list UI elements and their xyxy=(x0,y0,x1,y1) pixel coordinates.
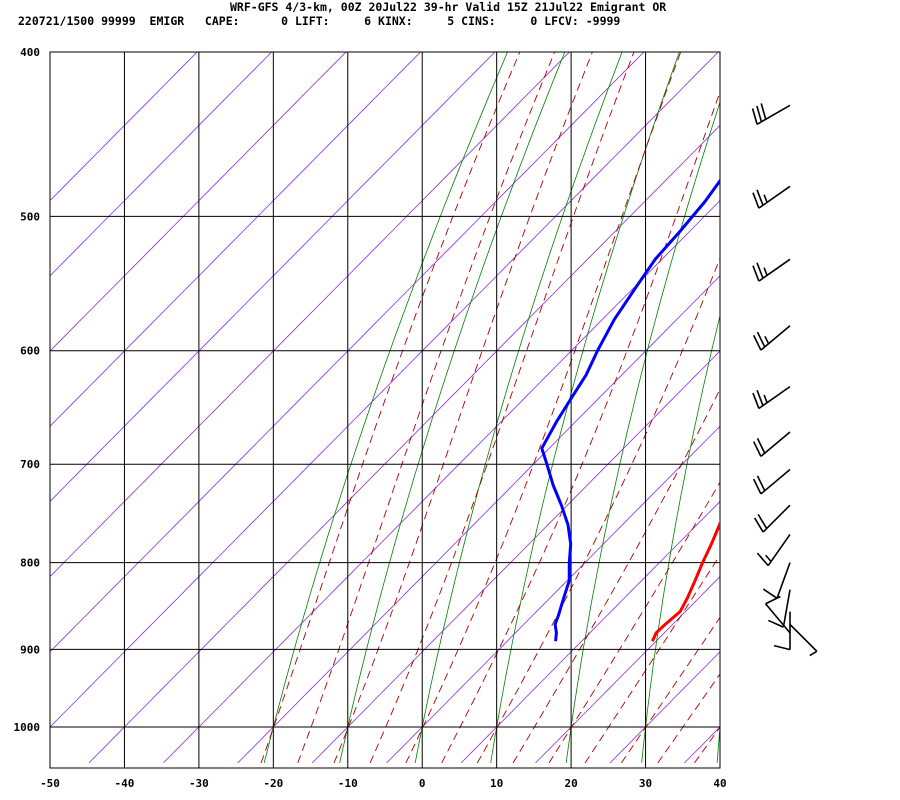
moist-adiabat-line xyxy=(621,616,720,764)
moist-adiabat-line xyxy=(405,52,682,764)
dry-adiabat-line xyxy=(414,52,623,763)
y-axis-ticks: 400 500 600 700 800 900 1000 xyxy=(14,46,41,734)
moist-adiabat-line xyxy=(512,388,720,764)
x-tick-label: -50 xyxy=(40,777,60,790)
isotherm-line xyxy=(50,52,645,653)
dry-adiabat-line xyxy=(565,100,720,763)
isotherm-line xyxy=(50,52,719,728)
wind-barb xyxy=(768,589,791,628)
x-tick-label: 10 xyxy=(490,777,503,790)
background-lines xyxy=(50,14,900,764)
y-tick-label: 400 xyxy=(20,46,40,59)
x-tick-label: -40 xyxy=(115,777,135,790)
isotherm-line xyxy=(50,52,422,427)
y-tick-label: 1000 xyxy=(14,721,41,734)
wind-barb xyxy=(773,611,791,651)
moist-adiabat-line xyxy=(657,673,720,764)
x-tick-label: 20 xyxy=(564,777,577,790)
dry-adiabat-line xyxy=(716,722,720,763)
wind-barb xyxy=(756,534,791,567)
isotherm-line xyxy=(759,14,900,763)
isotherm-line xyxy=(684,726,720,764)
wind-barb xyxy=(752,468,791,495)
dry-adiabat-line xyxy=(263,52,508,763)
x-tick-label: 40 xyxy=(713,777,726,790)
moist-adiabat-line xyxy=(548,481,720,764)
wind-barbs xyxy=(751,103,818,657)
moist-adiabat-line xyxy=(333,52,593,764)
dry-adiabat-line xyxy=(793,14,900,763)
moist-adiabat-line xyxy=(476,257,720,764)
x-tick-label: -30 xyxy=(189,777,209,790)
wind-barb xyxy=(753,504,791,533)
sounding-profiles xyxy=(540,178,720,642)
y-tick-label: 500 xyxy=(20,210,40,223)
moist-adiabat-line xyxy=(260,52,521,764)
x-axis-ticks: -50 -40 -30 -20 -10 0 10 20 30 40 xyxy=(40,777,727,790)
wind-barb xyxy=(752,258,791,282)
chart-title: WRF-GFS 4/3-km, 00Z 20Jul22 39-hr Valid … xyxy=(230,0,667,14)
station-index-line: 220721/1500 99999 EMIGR CAPE: 0 LIFT: 6 … xyxy=(18,14,621,28)
wind-barb xyxy=(789,623,818,657)
x-tick-label: -10 xyxy=(338,777,358,790)
y-tick-label: 600 xyxy=(20,345,40,358)
wind-barb xyxy=(764,595,791,634)
isotherm-line xyxy=(237,275,720,764)
x-tick-label: 0 xyxy=(419,777,426,790)
wind-barb xyxy=(752,185,791,209)
y-tick-label: 700 xyxy=(20,458,40,471)
wind-barb xyxy=(752,325,791,351)
isotherm-line xyxy=(50,52,347,352)
dry-adiabat-line xyxy=(339,52,566,763)
moist-adiabat-line xyxy=(369,52,635,764)
isotherm-line xyxy=(386,425,720,764)
plot-frame xyxy=(49,51,721,769)
y-tick-label: 800 xyxy=(20,557,40,570)
grid-lines xyxy=(49,51,721,768)
isotherm-line xyxy=(460,500,720,764)
moist-adiabat-line xyxy=(584,554,720,764)
moist-adiabat-line xyxy=(441,90,720,764)
wind-barb xyxy=(752,431,791,458)
wind-barb xyxy=(762,562,791,599)
dry-adiabat-line xyxy=(641,314,720,763)
dry-adiabat-line xyxy=(868,14,900,763)
x-tick-label: 30 xyxy=(639,777,652,790)
x-tick-label: -20 xyxy=(263,777,283,790)
isotherm-line xyxy=(50,52,570,578)
isotherm-line xyxy=(535,576,720,764)
moist-adiabat-line xyxy=(297,52,556,764)
isotherm-line xyxy=(50,52,273,277)
y-tick-label: 900 xyxy=(20,643,40,656)
isotherm-line xyxy=(50,52,496,503)
isotherm-line xyxy=(88,124,720,764)
wind-barb xyxy=(751,103,791,125)
isotherm-line xyxy=(311,350,720,764)
moist-adiabat-line xyxy=(694,726,720,764)
dry-adiabat-line xyxy=(490,52,680,763)
isotherm-line xyxy=(163,200,720,764)
wind-barb xyxy=(752,385,791,410)
temperature-profile xyxy=(651,519,720,642)
dewpoint-profile xyxy=(540,178,720,642)
isotherm-line xyxy=(609,651,720,764)
